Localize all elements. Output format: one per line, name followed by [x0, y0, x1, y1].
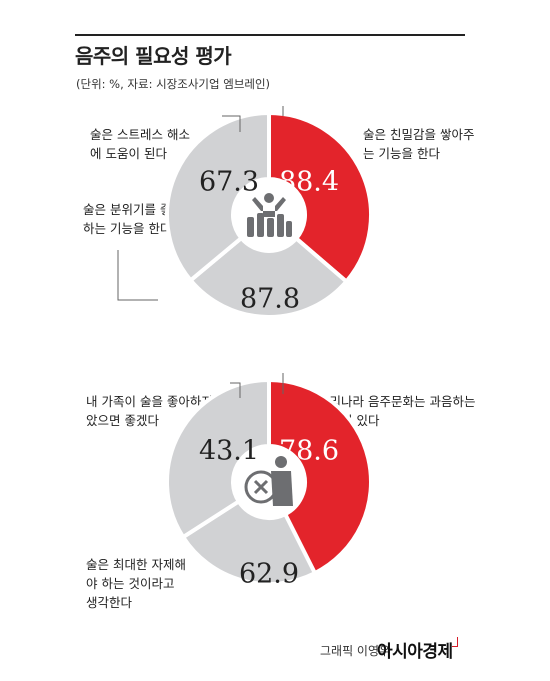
callout-2-3-text: 술은 최대한 자제해야 하는 것이라고 생각한다 — [86, 557, 186, 610]
no-drinking-person-icon — [244, 456, 293, 506]
graphic-credit: 그래픽 이영우 — [320, 644, 391, 658]
donut-1-slice-1 — [267, 110, 373, 285]
callout-1-1-text: 술은 친밀감을 쌓아주는 기능을 한다 — [363, 127, 475, 161]
donut-1-value-3: 87.8 — [240, 284, 300, 315]
donut-2-slice-2 — [180, 498, 318, 586]
people-drinks-icon — [247, 193, 292, 237]
donut-1-value-2: 67.3 — [199, 167, 259, 198]
donut-1-slice-2 — [187, 235, 350, 319]
source-note: (단위: %, 자료: 시장조사기업 엠브레인) — [76, 77, 271, 91]
donut-1-leader-2 — [222, 115, 241, 132]
donut-2-value-2: 43.1 — [199, 436, 259, 467]
brand-mark — [452, 637, 458, 647]
top-rule — [75, 34, 465, 36]
callout-1-2: 술은 스트레스 해소에 도움이 된다 — [90, 106, 200, 163]
donut-2-slice-1 — [267, 377, 373, 576]
brand-logo: 아시아경제 — [377, 642, 453, 662]
callout-1-1: 술은 친밀감을 쌓아주는 기능을 한다 — [363, 106, 483, 163]
donut-1-slice-3 — [165, 110, 271, 284]
donut-1-value-1: 88.4 — [279, 167, 339, 198]
donut-2-value-1: 78.6 — [279, 436, 339, 467]
donut-2-value-3: 62.9 — [239, 559, 299, 590]
donut-2-slice-3 — [165, 377, 271, 540]
callout-1-2-text: 술은 스트레스 해소에 도움이 된다 — [90, 127, 190, 161]
page-title: 음주의 필요성 평가 — [75, 44, 232, 68]
donut-1-leader-3 — [117, 250, 158, 301]
callout-2-3: 술은 최대한 자제해야 하는 것이라고 생각한다 — [86, 536, 186, 612]
donut-2-leader-2 — [230, 382, 241, 398]
